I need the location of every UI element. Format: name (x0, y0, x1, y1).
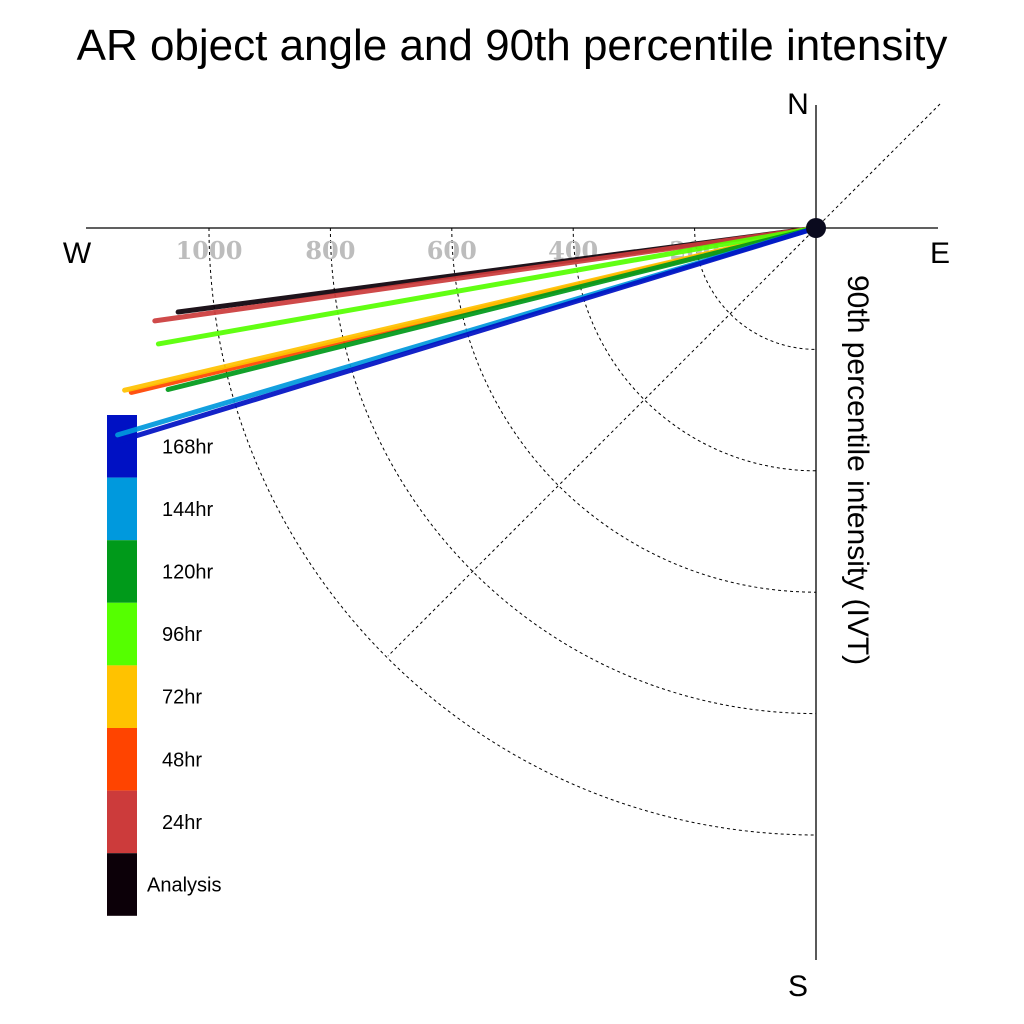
compass-e: E (930, 237, 950, 270)
legend-swatch (107, 728, 137, 791)
origin-dot (806, 218, 826, 238)
series-vectors (115, 225, 819, 444)
legend: 168hr 144hr 120hr 96hr 72hr 48hr 24hr Analysis (107, 415, 221, 916)
legend-swatch (107, 790, 137, 854)
vector-120hr (165, 225, 819, 392)
legend-swatch (107, 477, 137, 541)
tick-label: 1000 (176, 236, 243, 265)
vector-24hr (152, 225, 819, 324)
vector-168hr (116, 225, 819, 444)
tick-label: 600 (427, 236, 477, 265)
grid-diagonal (387, 103, 941, 657)
tick-label: 800 (305, 236, 355, 265)
grid (208, 103, 941, 836)
legend-label: 48hr (162, 749, 202, 771)
legend-label: Analysis (147, 875, 221, 897)
compass-n: N (787, 88, 809, 121)
vector-96hr (155, 225, 819, 347)
y-axis-label: 90th percentile intensity (IVT) (841, 275, 874, 665)
legend-label: 144hr (162, 499, 213, 521)
legend-label: 72hr (162, 687, 202, 709)
legend-swatch (107, 540, 137, 603)
legend-swatch (107, 853, 137, 916)
legend-swatch (107, 602, 137, 666)
legend-swatch (107, 665, 137, 728)
legend-label: 96hr (162, 624, 202, 646)
radial-tick-labels: 2004006008001000 (176, 236, 720, 265)
chart-title: AR object angle and 90th percentile inte… (77, 21, 948, 70)
compass-w: W (63, 237, 92, 270)
legend-label: 168hr (162, 436, 213, 458)
compass-s: S (788, 970, 808, 1003)
legend-label: 24hr (162, 812, 202, 834)
legend-label: 120hr (162, 562, 213, 584)
legend-swatch (107, 415, 137, 478)
